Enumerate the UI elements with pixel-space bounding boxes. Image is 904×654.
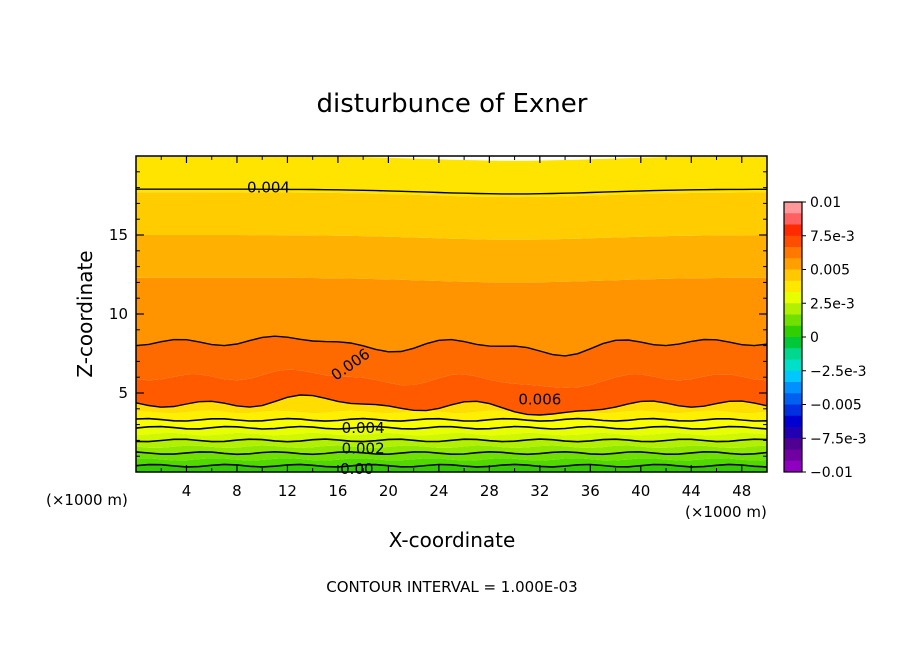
- contour-band: [136, 156, 767, 198]
- x-tick-label: 44: [682, 482, 701, 500]
- contour-line: [135, 335, 768, 357]
- contour-line: [135, 417, 768, 422]
- x-tick-label: 8: [232, 482, 242, 500]
- colorbar-swatch: [784, 213, 802, 225]
- y-tick-label: 10: [109, 305, 128, 323]
- colorbar-tick-label: −0.005: [810, 398, 862, 414]
- colorbar-swatch: [784, 393, 802, 405]
- colorbar-tick-label: −7.5e-3: [810, 431, 867, 447]
- colorbar-swatch: [784, 449, 802, 462]
- contour-interval-footer: CONTOUR INTERVAL = 1.000E-03: [326, 578, 577, 596]
- contour-label: 0.006: [518, 390, 561, 408]
- colorbar-swatch: [784, 337, 802, 349]
- x-tick-label: 36: [581, 482, 600, 500]
- y-axis: 5 10 15: [109, 171, 767, 457]
- contour-band: [136, 369, 767, 415]
- colorbar-swatch: [784, 280, 802, 293]
- x-unit-label-right: (×1000 m): [685, 503, 767, 521]
- colorbar-swatch: [784, 247, 802, 259]
- colorbar-swatch: [784, 314, 802, 327]
- contour-band: [136, 432, 767, 442]
- colorbar: [783, 201, 803, 473]
- colorbar-tick-label: 0.01: [810, 195, 841, 211]
- colorbar-tick-label: −2.5e-3: [810, 364, 867, 380]
- x-tick-label: 16: [328, 482, 347, 500]
- colorbar-tick-label: 0: [810, 330, 819, 346]
- plot-area: [136, 156, 767, 472]
- chart-title: disturbunce of Exner: [317, 89, 588, 119]
- colorbar-swatch: [784, 224, 802, 237]
- x-tick-label: 28: [480, 482, 499, 500]
- colorbar-swatch: [784, 359, 802, 372]
- contour-band: [136, 458, 767, 467]
- colorbar-swatch: [784, 427, 802, 439]
- x-unit-label-left: (×1000 m): [46, 491, 128, 509]
- contour-lines: [135, 188, 768, 468]
- colorbar-swatch: [784, 258, 802, 270]
- x-tick-label: 48: [732, 482, 751, 500]
- colorbar-swatch: [784, 404, 802, 417]
- x-tick-label: 24: [429, 482, 448, 500]
- colorbar-labels: 0.01 7.5e-3 0.005 2.5e-3 0 −2.5e-3 −0.005 −7.5e…: [802, 195, 867, 481]
- colorbar-swatch: [784, 303, 802, 315]
- contour-label: 0.004: [342, 419, 385, 437]
- x-axis: 4 8 12 16 20 24 28 32 36 40 44 48: [160, 156, 751, 500]
- contour-label: 0.00: [340, 460, 373, 478]
- x-tick-label: 12: [278, 482, 297, 500]
- colorbar-swatch: [784, 348, 802, 360]
- colorbar-tick-label: 2.5e-3: [810, 296, 855, 312]
- contour-line: [135, 438, 768, 443]
- y-tick-label: 5: [118, 384, 128, 402]
- contour-line: [135, 450, 768, 456]
- colorbar-swatch: [784, 202, 802, 214]
- colorbar-tick-label: 0.005: [810, 263, 850, 279]
- colorbar-tick-label: −0.01: [810, 465, 853, 481]
- colorbar-swatch: [784, 292, 802, 304]
- colorbar-tick-label: 7.5e-3: [810, 229, 855, 245]
- contour-band: [136, 192, 767, 240]
- contour-band: [136, 445, 767, 455]
- colorbar-swatch: [784, 382, 802, 394]
- contour-line: [135, 425, 768, 430]
- colorbar-swatch: [784, 269, 802, 282]
- contour-line: [136, 188, 767, 195]
- contour-line: [135, 463, 768, 468]
- colorbar-swatch: [784, 460, 802, 473]
- colorbar-swatch: [784, 415, 802, 428]
- contour-line: [135, 394, 768, 416]
- colorbar-swatch: [784, 325, 802, 338]
- y-tick-label: 15: [109, 226, 128, 244]
- contour-label: 0.004: [247, 179, 290, 197]
- x-tick-label: 20: [379, 482, 398, 500]
- contour-band: [136, 277, 767, 356]
- x-tick-label: 32: [530, 482, 549, 500]
- colorbar-swatch: [784, 235, 802, 248]
- colorbar-swatch: [784, 370, 802, 383]
- contour-band: [136, 235, 767, 283]
- contour-label: 0.002: [342, 439, 385, 457]
- contour-band: [136, 439, 767, 448]
- contour-band: [136, 336, 767, 388]
- x-axis-title: X-coordinate: [389, 528, 516, 552]
- x-tick-label: 40: [631, 482, 650, 500]
- x-tick-label: 4: [182, 482, 192, 500]
- colorbar-swatch: [784, 438, 802, 450]
- y-axis-title: Z-coordinate: [73, 250, 97, 377]
